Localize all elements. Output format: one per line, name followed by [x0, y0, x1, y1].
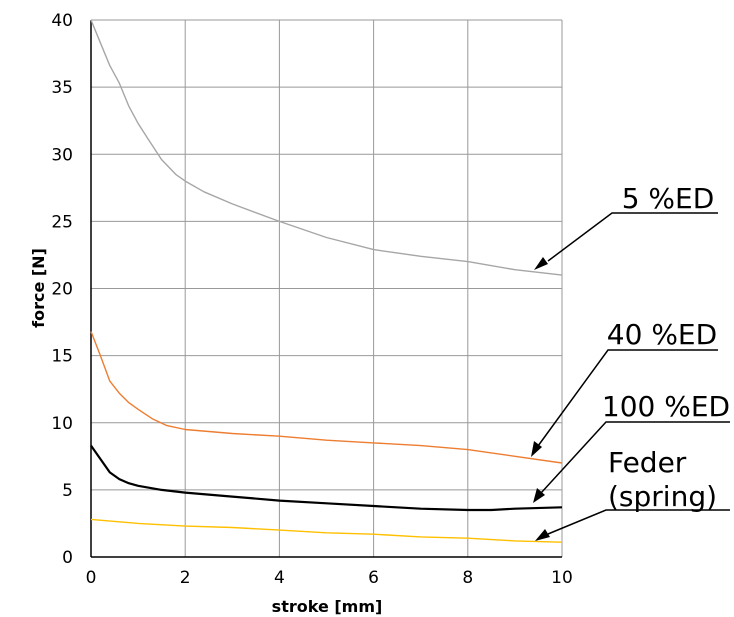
y-tick-label: 35: [51, 78, 73, 98]
y-tick-label: 0: [62, 548, 73, 568]
y-tick-label: 30: [51, 145, 73, 165]
annotation-40ed-leader: [537, 349, 718, 447]
annotation-100ed: 100 %ED: [533, 390, 730, 503]
x-tick-label: 6: [368, 568, 379, 588]
x-tick-label: 4: [274, 568, 285, 588]
y-tick-label: 10: [51, 414, 73, 434]
annotation-5ed-label: 5 %ED: [622, 182, 715, 215]
series-lines: [90, 19, 563, 543]
y-axis-title: force [N]: [29, 248, 48, 328]
annotation-spring-label: (spring): [608, 480, 717, 513]
grid-lines: [90, 19, 563, 558]
x-axis-title: stroke [mm]: [272, 597, 383, 616]
annotation-feder-leader: [547, 509, 730, 535]
series-line-5-ed: [90, 19, 563, 276]
annotation-40ed-label: 40 %ED: [607, 318, 717, 351]
annotation-40ed: 40 %ED: [531, 318, 718, 457]
annotation-feder: Feder (spring): [535, 446, 730, 541]
y-tick-label: 5: [62, 481, 73, 501]
y-tick-label: 20: [51, 280, 73, 300]
y-tick-label: 40: [51, 11, 73, 31]
annotation-feder-arrowhead: [535, 529, 550, 541]
y-tick-label: 25: [51, 212, 73, 232]
annotation-40ed-arrowhead: [531, 441, 542, 457]
x-tick-label: 8: [462, 568, 473, 588]
plot-frame: [90, 20, 562, 558]
x-tick-label: 10: [551, 568, 573, 588]
annotation-5ed-leader: [547, 212, 718, 262]
y-tick-labels: 0 5 10 15 20 25 30 35 40: [51, 11, 73, 568]
series-line-40-ed: [90, 331, 563, 464]
annotation-100ed-leader: [540, 421, 730, 494]
annotation-feder-label: Feder: [608, 446, 687, 479]
series-line-feder-spring: [90, 518, 563, 543]
annotation-100ed-arrowhead: [533, 488, 545, 503]
x-tick-label: 0: [86, 568, 97, 588]
annotation-100ed-label: 100 %ED: [602, 390, 730, 423]
y-tick-label: 15: [51, 347, 73, 367]
annotation-5ed: 5 %ED: [534, 182, 718, 270]
x-tick-label: 2: [180, 568, 191, 588]
x-tick-labels: 0 2 4 6 8 10: [86, 568, 573, 588]
series-line-100-ed: [90, 444, 563, 512]
annotation-5ed-arrowhead: [534, 257, 548, 270]
